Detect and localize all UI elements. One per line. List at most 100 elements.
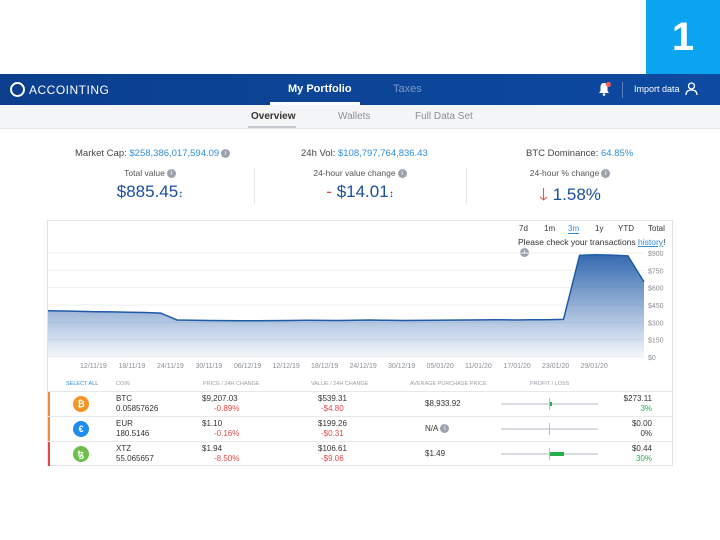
value-change: -$9.06 bbox=[321, 454, 344, 463]
btc-dominance-stat: BTC Dominance: 64.85% bbox=[526, 148, 633, 159]
range-3m[interactable]: 3m bbox=[568, 224, 580, 234]
profit-loss-value: $0.00 bbox=[631, 419, 652, 428]
profit-loss-percent: 0% bbox=[640, 429, 652, 438]
sub-navigation: Overview Wallets Full Data Set bbox=[0, 105, 720, 129]
range-total[interactable]: Total bbox=[648, 224, 665, 233]
pct-change-label-text: 24-hour % change bbox=[529, 168, 600, 178]
logo-text: ACCOINTING bbox=[29, 82, 110, 97]
pct-change: 🡓 1.58% bbox=[505, 182, 635, 211]
x-tick-label: 17/01/20 bbox=[504, 363, 531, 370]
info-icon[interactable]: i bbox=[221, 148, 231, 158]
range-1m[interactable]: 1m bbox=[544, 224, 556, 233]
avg-purchase-price: $1.49 bbox=[425, 449, 446, 458]
kpi-divider bbox=[254, 168, 255, 204]
x-tick-label: 05/01/20 bbox=[427, 363, 454, 370]
range-ytd[interactable]: YTD bbox=[618, 224, 634, 233]
info-icon[interactable]: i bbox=[601, 169, 611, 179]
y-tick-label: $750 bbox=[648, 268, 664, 275]
btc-dominance-label: BTC Dominance: bbox=[526, 148, 599, 159]
value-change-label: 24-hour value change i bbox=[290, 168, 430, 179]
x-tick-label: 18/11/19 bbox=[119, 363, 146, 370]
user-icon[interactable] bbox=[685, 82, 698, 96]
holdings-table-header: SELECT ALL COIN PRICE / 24H CHANGE VALUE… bbox=[48, 379, 672, 389]
top-navigation-bar: ACCOINTING My Portfolio Taxes Import dat… bbox=[0, 74, 720, 105]
x-tick-label: 06/12/19 bbox=[234, 363, 261, 370]
app-logo[interactable]: ACCOINTING bbox=[10, 82, 109, 97]
x-tick-label: 30/12/19 bbox=[388, 363, 415, 370]
x-tick-label: 12/12/19 bbox=[273, 363, 300, 370]
x-tick-label: 30/11/19 bbox=[196, 363, 223, 370]
profit-loss-value: $273.11 bbox=[623, 394, 652, 403]
profit-loss-value: $0.44 bbox=[631, 444, 652, 453]
value-change-sign: - bbox=[326, 182, 337, 201]
x-tick-label: 11/01/20 bbox=[465, 363, 492, 370]
info-icon[interactable]: i bbox=[397, 169, 407, 179]
holding-value: $106.61 bbox=[318, 444, 347, 453]
row-accent-bar bbox=[48, 417, 50, 441]
header-avg-price: AVERAGE PURCHASE PRICE bbox=[410, 381, 487, 387]
coin-price: $1.10 bbox=[202, 419, 223, 428]
notification-dot bbox=[606, 82, 611, 87]
market-cap-value: $258,386,017,594.09 bbox=[129, 148, 220, 159]
tezos-icon: ꜩ bbox=[73, 446, 89, 462]
kpi-divider bbox=[466, 168, 467, 204]
profit-loss-bar bbox=[550, 402, 552, 406]
row-accent-bar bbox=[48, 442, 50, 466]
sort-arrows-icon[interactable]: ↕ bbox=[388, 189, 394, 200]
header-price: PRICE / 24H CHANGE bbox=[203, 381, 260, 387]
coin-amount: 0.05857626 bbox=[116, 404, 159, 413]
down-arrow-icon: 🡓 bbox=[539, 185, 548, 204]
total-value-label-text: Total value bbox=[124, 168, 165, 178]
pct-change-label: 24-hour % change i bbox=[505, 168, 635, 179]
row-accent-bar bbox=[48, 392, 50, 416]
header-profit-loss: PROFIT / LOSS bbox=[530, 381, 570, 387]
subtab-full-data-set[interactable]: Full Data Set bbox=[415, 111, 473, 122]
holding-row[interactable]: ꜩ XTZ 55.065657 $1.94 -8.50% $106.61 -$9.06 $1.… bbox=[48, 441, 672, 466]
value-change: -$4.80 bbox=[321, 404, 344, 413]
import-data-button[interactable]: Import data bbox=[634, 84, 680, 94]
y-tick-label: $0 bbox=[648, 355, 656, 362]
holding-row[interactable]: € EUR 180.5146 $1.10 -0.16% $199.26 -$0.31 N/A i… bbox=[48, 416, 672, 441]
tab-taxes[interactable]: Taxes bbox=[393, 83, 422, 95]
pct-change-amount: 1.58% bbox=[552, 185, 601, 204]
coin-symbol: XTZ bbox=[116, 444, 132, 453]
slide-number-badge: 1 bbox=[646, 0, 720, 74]
profit-loss-bar bbox=[550, 452, 565, 456]
value-change: - $14.01↕ bbox=[290, 182, 430, 202]
portfolio-value-area bbox=[48, 254, 644, 357]
logo-ring-icon bbox=[10, 82, 25, 97]
notice-text: Please check your transactions bbox=[518, 237, 639, 247]
history-link[interactable]: history bbox=[638, 237, 664, 247]
coin-amount: 180.5146 bbox=[116, 429, 150, 438]
holding-value: $539.31 bbox=[318, 394, 347, 403]
header-divider bbox=[622, 82, 623, 98]
range-7d[interactable]: 7d bbox=[519, 224, 528, 233]
total-value: $885.45↕ bbox=[95, 182, 205, 202]
header-value: VALUE / 24H CHANGE bbox=[311, 381, 369, 387]
holding-row[interactable]: ₿ BTC 0.05857626 $9,207.03 -0.89% $539.31 -$4.… bbox=[48, 391, 672, 416]
select-all-button[interactable]: SELECT ALL bbox=[66, 381, 99, 387]
avg-purchase-price: N/A i bbox=[425, 424, 450, 434]
profit-loss-midline bbox=[549, 448, 550, 460]
volume-value: $108,797,764,836.43 bbox=[337, 148, 428, 159]
subtab-indicator bbox=[248, 126, 296, 128]
tab-my-portfolio[interactable]: My Portfolio bbox=[288, 83, 352, 95]
subtab-wallets[interactable]: Wallets bbox=[338, 111, 371, 122]
x-tick-label: 29/01/20 bbox=[581, 363, 608, 370]
info-icon[interactable]: i bbox=[440, 424, 450, 434]
subtab-overview[interactable]: Overview bbox=[251, 111, 296, 122]
x-tick-label: 24/12/19 bbox=[350, 363, 377, 370]
profit-loss-percent: 3% bbox=[640, 404, 652, 413]
active-tab-indicator bbox=[270, 102, 360, 105]
sort-arrows-icon[interactable]: ↕ bbox=[178, 189, 184, 200]
profit-loss-midline bbox=[549, 398, 550, 410]
price-change: -0.16% bbox=[214, 429, 240, 438]
euro-icon: € bbox=[73, 421, 89, 437]
profit-loss-midline bbox=[549, 423, 550, 435]
portfolio-area-chart[interactable]: $900 $750 $600 $450 $300 $150 $0 12/11/19 18/11/… bbox=[48, 249, 672, 379]
info-icon[interactable]: i bbox=[166, 169, 176, 179]
holding-value: $199.26 bbox=[318, 419, 347, 428]
range-1y[interactable]: 1y bbox=[595, 224, 604, 233]
coin-price: $1.94 bbox=[202, 444, 223, 453]
btc-dominance-value: 64.85% bbox=[600, 148, 634, 159]
